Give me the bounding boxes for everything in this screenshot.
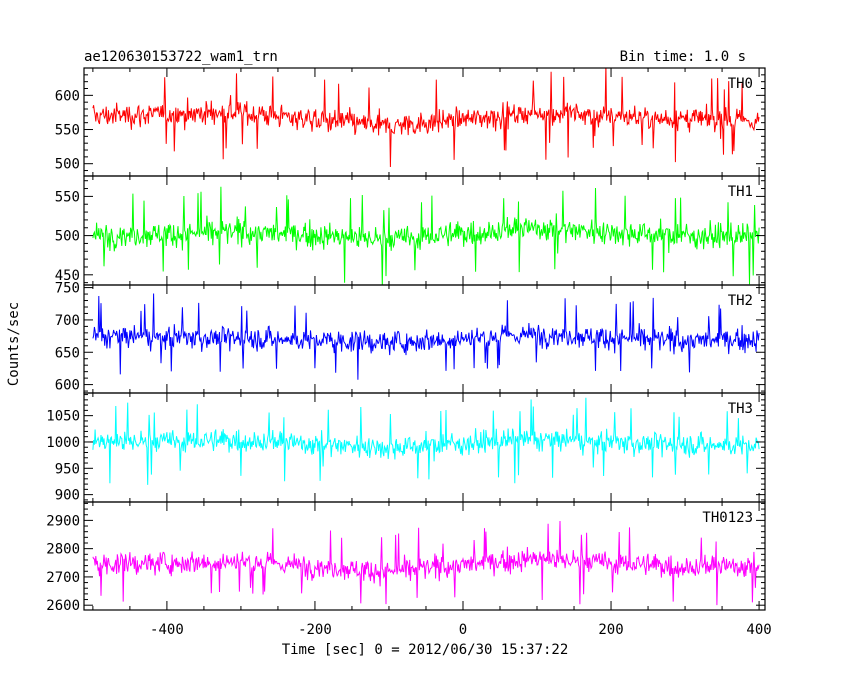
panel-stack: 500 550 600 TH0 450 500 550 TH1 600 650 700 750 TH2 9…: [46, 67, 772, 638]
x-tick-label: -400: [150, 622, 184, 638]
y-axis-label: Counts/sec: [6, 302, 22, 386]
y-tick-label: 2700: [46, 570, 80, 586]
panel-th1: 450 500 550 TH1: [55, 175, 766, 286]
panel-th3: 900 950 1000 1050 TH3: [46, 392, 766, 504]
x-tick-label: -200: [298, 622, 332, 638]
panel-label-th2: TH2: [728, 293, 753, 309]
series-line-th0123: [92, 520, 760, 606]
y-tick-label: 600: [55, 378, 80, 394]
series-line-th0: [92, 68, 760, 168]
series-line-th1: [92, 186, 760, 285]
series-line-th2: [92, 293, 760, 380]
y-tick-label: 550: [55, 189, 80, 205]
y-tick-label: 1000: [46, 435, 80, 451]
y-tick-label: 750: [55, 281, 80, 297]
y-tick-label: 450: [55, 268, 80, 284]
x-tick-label: 200: [598, 622, 623, 638]
y-tick-label: 600: [55, 88, 80, 104]
y-tick-label: 1050: [46, 409, 80, 425]
chart-title-left: ae120630153722_wam1_trn: [84, 49, 278, 65]
panel-label-th0123: TH0123: [702, 510, 753, 526]
x-axis-label: Time [sec] 0 = 2012/06/30 15:37:22: [282, 642, 569, 658]
panel-th0123: 2600 2700 2800 2900 TH0123: [46, 501, 766, 614]
panel-th2: 600 650 700 750 TH2: [55, 281, 766, 394]
y-tick-label: 500: [55, 229, 80, 245]
y-tick-label: 2800: [46, 542, 80, 558]
y-tick-label: 500: [55, 157, 80, 173]
panel-th0: 500 550 600 TH0: [55, 67, 766, 177]
y-tick-label: 650: [55, 345, 80, 361]
panel-label-th3: TH3: [728, 401, 753, 417]
y-tick-label: 2600: [46, 598, 80, 614]
panel-label-th1: TH1: [728, 184, 753, 200]
y-tick-label: 700: [55, 313, 80, 329]
y-tick-label: 950: [55, 461, 80, 477]
y-tick-label: 550: [55, 123, 80, 139]
chart-title-right: Bin time: 1.0 s: [620, 49, 746, 65]
y-tick-label: 2900: [46, 513, 80, 529]
series-line-th3: [92, 397, 760, 485]
panel-frame: [83, 501, 766, 611]
x-tick-label: 0: [459, 622, 467, 638]
x-tick-label: 400: [746, 622, 771, 638]
y-tick-label: 900: [55, 488, 80, 504]
panel-label-th0: TH0: [728, 76, 753, 92]
